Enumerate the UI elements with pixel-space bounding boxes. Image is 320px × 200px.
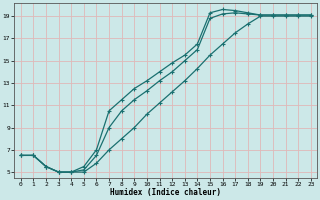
X-axis label: Humidex (Indice chaleur): Humidex (Indice chaleur) <box>110 188 221 197</box>
